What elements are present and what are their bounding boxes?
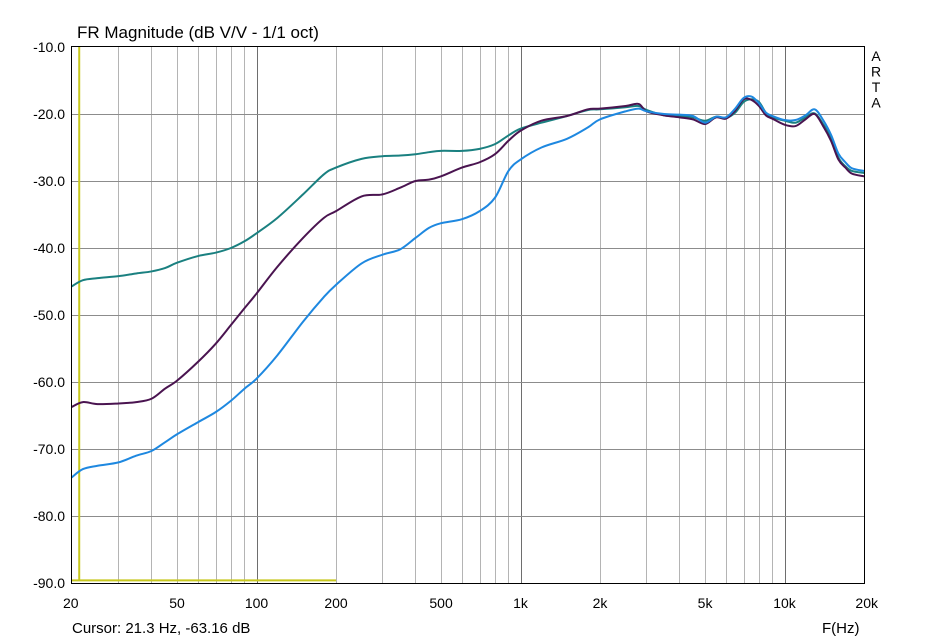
x-tick-label: 10k bbox=[773, 595, 797, 611]
plot-frame bbox=[71, 46, 865, 584]
x-tick-label: 20 bbox=[63, 595, 79, 611]
y-tick-label: -80.0 bbox=[33, 508, 65, 524]
y-tick-label: -40.0 bbox=[33, 240, 65, 256]
y-axis-labels: -10.0 -20.0 -30.0 -40.0 -50.0 -60.0 -70.0 -80.0… bbox=[33, 39, 65, 591]
chart-title: FR Magnitude (dB V/V - 1/1 oct) bbox=[77, 23, 319, 42]
x-axis-labels: 20 50 100 200 500 1k 2k 5k 10k 20k bbox=[63, 595, 879, 611]
y-tick-label: -20.0 bbox=[33, 106, 65, 122]
x-tick-label: 5k bbox=[698, 595, 714, 611]
grid bbox=[72, 47, 864, 583]
cursor-readout: Cursor: 21.3 Hz, -63.16 dB bbox=[72, 620, 250, 637]
y-tick-label: -70.0 bbox=[33, 441, 65, 457]
x-tick-label: 20k bbox=[855, 595, 879, 611]
series-group bbox=[71, 95, 865, 479]
y-tick-label: -50.0 bbox=[33, 307, 65, 323]
x-tick-label: 50 bbox=[169, 595, 185, 611]
series-line-3 bbox=[71, 95, 865, 479]
y-tick-label: -60.0 bbox=[33, 374, 65, 390]
arta-letter: R bbox=[871, 64, 881, 80]
x-axis-title: F(Hz) bbox=[822, 620, 860, 637]
arta-letter: A bbox=[871, 48, 881, 64]
x-tick-label: 500 bbox=[429, 595, 453, 611]
y-tick-label: -10.0 bbox=[33, 39, 65, 55]
series-line-2 bbox=[71, 97, 865, 408]
x-tick-label: 200 bbox=[324, 595, 348, 611]
y-tick-label: -90.0 bbox=[33, 575, 65, 591]
x-tick-label: 1k bbox=[513, 595, 529, 611]
arta-letter: A bbox=[871, 95, 881, 111]
cursor[interactable] bbox=[72, 47, 336, 582]
x-tick-label: 2k bbox=[593, 595, 609, 611]
y-tick-label: -30.0 bbox=[33, 173, 65, 189]
x-tick-label: 100 bbox=[245, 595, 269, 611]
arta-letter: T bbox=[872, 79, 881, 95]
